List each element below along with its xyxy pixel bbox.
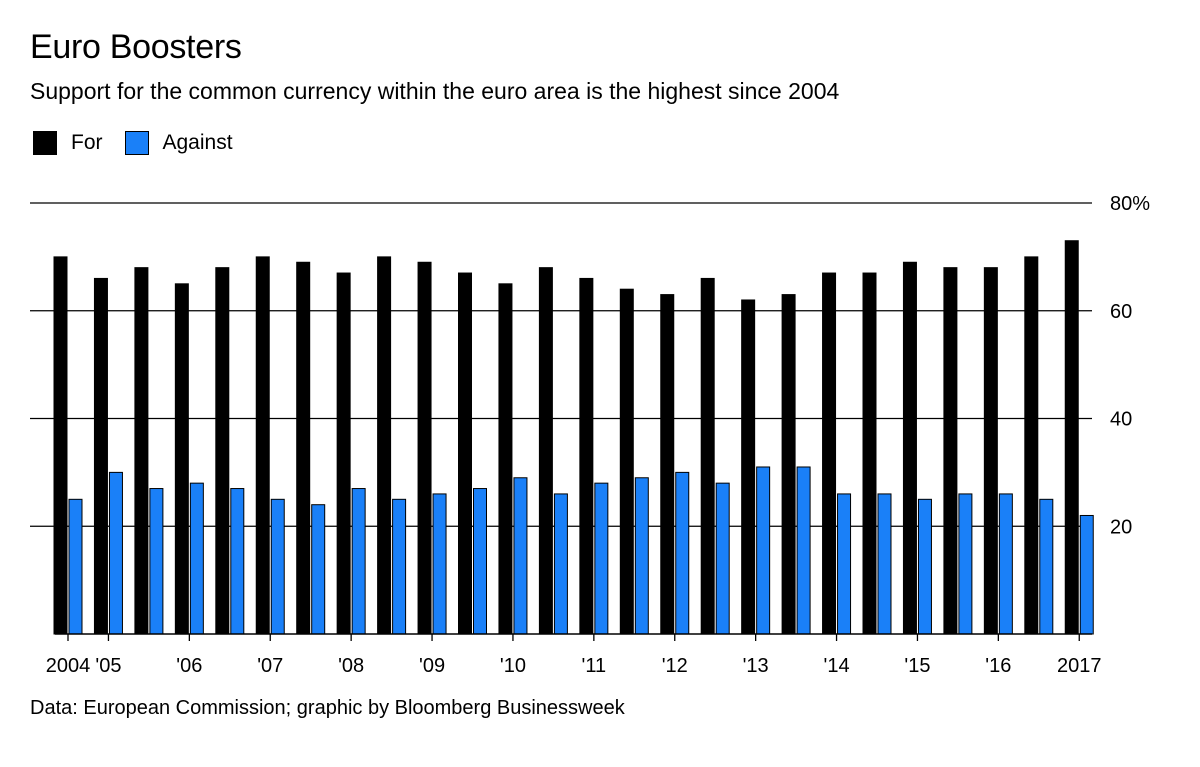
bar-against	[230, 488, 245, 635]
bar-for	[943, 267, 958, 635]
bar-against	[958, 493, 973, 635]
bar-for	[134, 267, 149, 635]
y-tick-label: 20	[1110, 516, 1132, 538]
bar-for	[862, 272, 877, 635]
legend-label-against: Against	[162, 131, 233, 154]
bar-for	[93, 277, 108, 635]
bar-for	[660, 294, 675, 635]
bar-for	[781, 294, 796, 635]
bar-against	[553, 493, 568, 635]
x-tick-label: '16	[985, 655, 1011, 677]
bar-against	[1039, 498, 1054, 635]
bar-against	[917, 498, 932, 635]
bar-against	[68, 498, 83, 635]
x-tick-label: '10	[500, 655, 526, 677]
bar-against	[634, 477, 649, 635]
bar-against	[756, 466, 771, 635]
bar-against	[594, 482, 609, 635]
legend-label-for: For	[71, 131, 103, 154]
bar-for	[538, 267, 553, 635]
y-tick-label: 60	[1110, 301, 1132, 323]
bar-against	[877, 493, 892, 635]
bar-against	[432, 493, 447, 635]
chart-title: Euro Boosters	[30, 28, 242, 66]
bar-against	[675, 471, 690, 635]
bar-for	[296, 261, 311, 635]
x-tick-label: '06	[176, 655, 202, 677]
x-tick-label: '07	[257, 655, 283, 677]
bar-against	[270, 498, 285, 635]
x-tick-label: '09	[419, 655, 445, 677]
bar-against	[392, 498, 407, 635]
bar-against	[513, 477, 528, 635]
bar-for	[822, 272, 837, 635]
bar-for	[336, 272, 351, 635]
bar-against	[715, 482, 730, 635]
legend-swatch-against	[124, 131, 149, 155]
x-tick-label: '13	[743, 655, 769, 677]
x-tick-label: 2017	[1057, 655, 1102, 677]
x-tick-label: '15	[904, 655, 930, 677]
bar-against	[473, 488, 487, 635]
x-tick-label: 2004	[46, 655, 91, 677]
bar-against	[351, 488, 366, 635]
bar-against	[796, 466, 811, 635]
bar-against	[108, 471, 123, 635]
bar-against	[149, 488, 164, 635]
bar-for	[255, 256, 270, 635]
bar-for	[619, 288, 634, 635]
y-tick-label: 80%	[1110, 193, 1150, 215]
bar-against	[837, 493, 852, 635]
bar-for	[1064, 240, 1079, 635]
bar-for	[983, 267, 998, 635]
legend: For Against	[33, 131, 255, 155]
bar-for	[700, 277, 715, 635]
legend-item-for: For	[33, 131, 103, 155]
bar-for	[579, 277, 594, 635]
bar-for	[902, 261, 917, 635]
chart-subtitle: Support for the common currency within t…	[30, 78, 840, 104]
legend-swatch-for	[33, 131, 57, 155]
bar-against	[1079, 514, 1094, 635]
bar-against	[311, 504, 326, 635]
x-tick-label: '11	[582, 655, 607, 677]
x-tick-label: '14	[824, 655, 850, 677]
bar-for	[215, 267, 230, 635]
bar-for	[174, 283, 189, 635]
legend-item-against: Against	[124, 131, 233, 155]
bar-for	[417, 261, 432, 635]
x-tick-label: '05	[95, 655, 121, 677]
x-tick-label: '08	[338, 655, 364, 677]
bar-against	[189, 482, 204, 635]
bar-for	[53, 256, 68, 635]
bar-against	[998, 493, 1013, 635]
bar-for	[498, 283, 513, 635]
bar-for	[458, 272, 472, 635]
bar-for	[377, 256, 392, 635]
bar-for	[1024, 256, 1039, 635]
bar-for	[741, 299, 756, 635]
x-tick-label: '12	[662, 655, 688, 677]
source-note: Data: European Commission; graphic by Bl…	[30, 697, 625, 719]
y-tick-label: 40	[1110, 409, 1132, 431]
